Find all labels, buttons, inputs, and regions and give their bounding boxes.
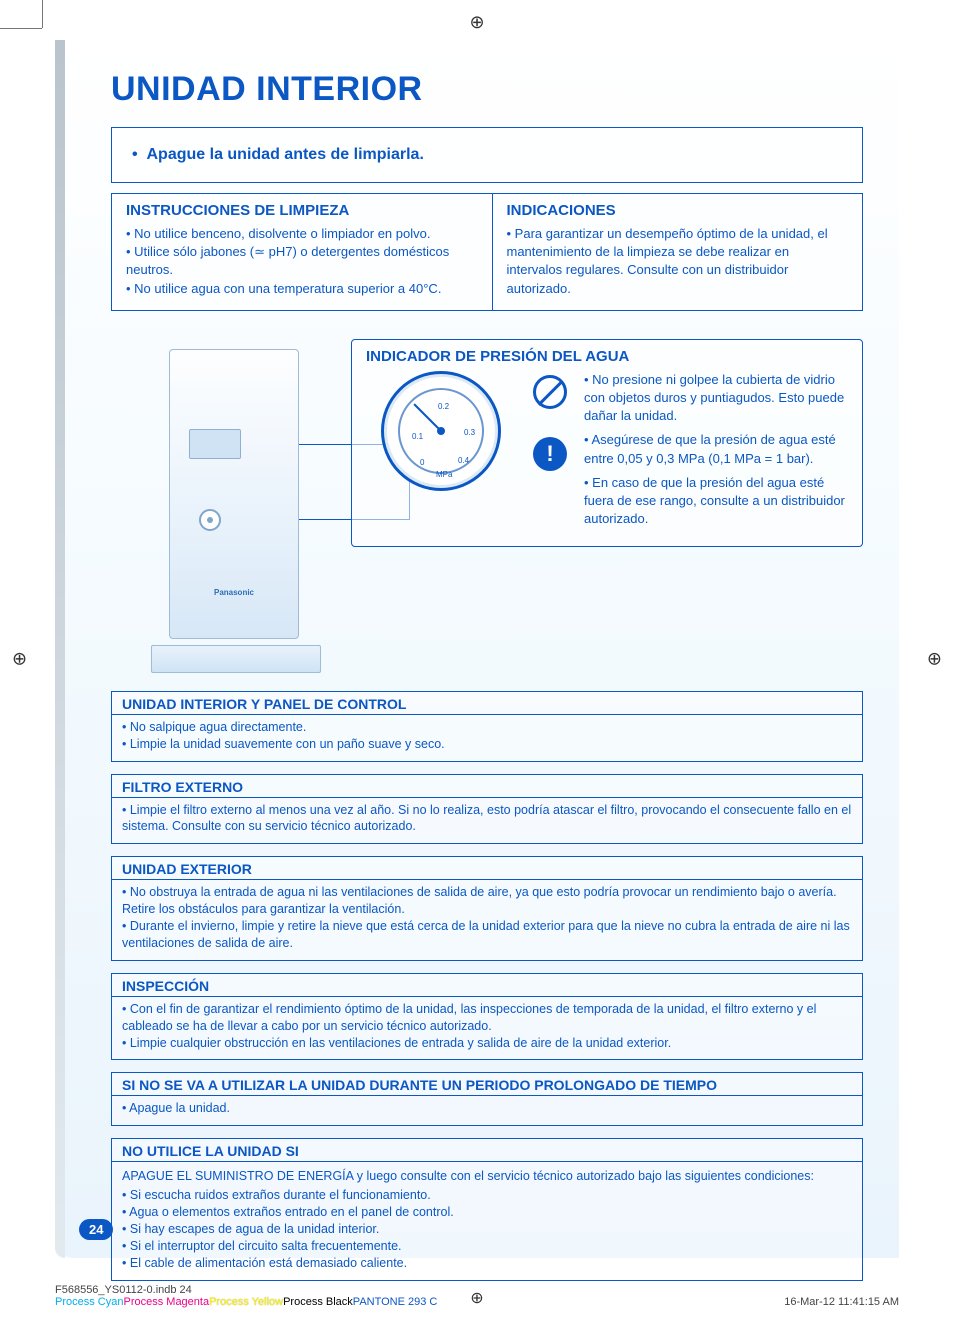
gauge-unit: MPa [436,470,452,479]
registration-mark-left: ⊕ [12,649,27,670]
section-block: UNIDAD INTERIOR Y PANEL DE CONTROL No sa… [111,691,863,762]
section-block: UNIDAD EXTERIOR No obstruya la entrada d… [111,856,863,961]
list-item: Apague la unidad. [122,1100,852,1117]
section-head: NO UTILICE LA UNIDAD SI [111,1138,863,1161]
pressure-gauge-box: INDICADOR DE PRESIÓN DEL AGUA 0.1 0.2 0.… [351,339,863,548]
list-item: Si el interruptor del circuito salta fre… [122,1238,852,1255]
list-item: Limpie cualquier obstrucción en las vent… [122,1035,852,1052]
gauge-illustration: 0.1 0.2 0.3 0.4 0 MPa [366,371,516,491]
list-item: No presione ni golpee la cubierta de vid… [584,371,848,426]
diagram-row: Panasonic INDICADOR DE PRESIÓN DEL AGUA … [111,339,863,679]
list-item: Limpie el filtro externo al menos una ve… [122,802,852,836]
gauge-tick: 0 [420,458,424,467]
gauge-text: No presione ni golpee la cubierta de vid… [584,371,848,535]
warning-text: • Apague la unidad antes de limpiarla. [132,146,424,163]
list-item: Limpie la unidad suavemente con un paño … [122,736,852,753]
gauge-tick: 0.4 [458,456,469,465]
list-item: Utilice sólo jabones (≃ pH7) o detergent… [126,243,468,279]
page-title: UNIDAD INTERIOR [111,70,863,109]
list-item: El cable de alimentación está demasiado … [122,1255,852,1272]
list-item: Durante el invierno, limpie y retire la … [122,918,852,952]
list-item: No obstruya la entrada de agua ni las ve… [122,884,852,918]
section-head: INDICACIONES [507,202,849,219]
list-item: Si escucha ruidos extraños durante el fu… [122,1187,852,1204]
cleaning-instructions: INSTRUCCIONES DE LIMPIEZA No utilice ben… [112,194,482,310]
registration-mark-bottom: ⊕ [470,1288,483,1308]
crop-mark [42,0,43,28]
list-item: Asegúrese de que la presión de agua esté… [584,431,848,467]
registration-mark-right: ⊕ [927,649,942,670]
section-block: INSPECCIÓN Con el fin de garantizar el r… [111,973,863,1061]
instructions-row: INSTRUCCIONES DE LIMPIEZA No utilice ben… [111,193,863,311]
section-intro: APAGUE EL SUMINISTRO DE ENERGÍA y luego … [122,1166,852,1187]
unit-base [151,645,321,673]
list-item: No utilice benceno, disolvente o limpiad… [126,225,468,243]
unit-illustration: Panasonic [131,339,341,679]
unit-body: Panasonic [169,349,299,639]
crop-mark [0,28,42,29]
list-item: En caso de que la presión del agua esté … [584,474,848,529]
process-colors: Process CyanProcess MagentaProcess Yello… [55,1296,437,1308]
list-item: Agua o elementos extraños entrado en el … [122,1204,852,1221]
page: UNIDAD INTERIOR • Apague la unidad antes… [55,40,899,1258]
list-item: No salpique agua directamente. [122,719,852,736]
registration-mark-top: ⊕ [469,12,484,33]
icons-column: ! [530,371,570,471]
list-item: Para garantizar un desempeño óptimo de l… [507,225,849,298]
knob-icon [199,509,221,531]
prohibit-icon [533,375,567,409]
page-number: 24 [79,1219,113,1240]
list: Para garantizar un desempeño óptimo de l… [507,225,849,298]
alert-icon: ! [533,437,567,471]
section-head: INSTRUCCIONES DE LIMPIEZA [126,202,468,219]
section-head: FILTRO EXTERNO [111,774,863,797]
section-block: NO UTILICE LA UNIDAD SI APAGUE EL SUMINI… [111,1138,863,1280]
section-head: INSPECCIÓN [111,973,863,996]
warning-box: • Apague la unidad antes de limpiarla. [111,127,863,183]
list-item: No utilice agua con una temperatura supe… [126,280,468,298]
section-head: UNIDAD EXTERIOR [111,856,863,879]
indications: INDICACIONES Para garantizar un desempeñ… [492,194,863,310]
list-item: Con el fin de garantizar el rendimiento … [122,1001,852,1035]
section-block: SI NO SE VA A UTILIZAR LA UNIDAD DURANTE… [111,1072,863,1126]
gauge-tick: 0.3 [464,428,475,437]
list-item: Si hay escapes de agua de la unidad inte… [122,1221,852,1238]
control-panel-icon [189,429,241,459]
section-head: INDICADOR DE PRESIÓN DEL AGUA [366,348,848,365]
gauge-tick: 0.1 [412,432,423,441]
section-block: FILTRO EXTERNO Limpie el filtro externo … [111,774,863,845]
footer-date: 16-Mar-12 11:41:15 AM [784,1296,899,1308]
brand-label: Panasonic [170,588,298,597]
sections-stack: UNIDAD INTERIOR Y PANEL DE CONTROL No sa… [111,691,863,1281]
gauge-tick: 0.2 [438,402,449,411]
footer-file: F568556_YS0112-0.indb 24 [55,1284,437,1296]
list: No utilice benceno, disolvente o limpiad… [126,225,468,298]
section-head: SI NO SE VA A UTILIZAR LA UNIDAD DURANTE… [111,1072,863,1095]
section-head: UNIDAD INTERIOR Y PANEL DE CONTROL [111,691,863,714]
